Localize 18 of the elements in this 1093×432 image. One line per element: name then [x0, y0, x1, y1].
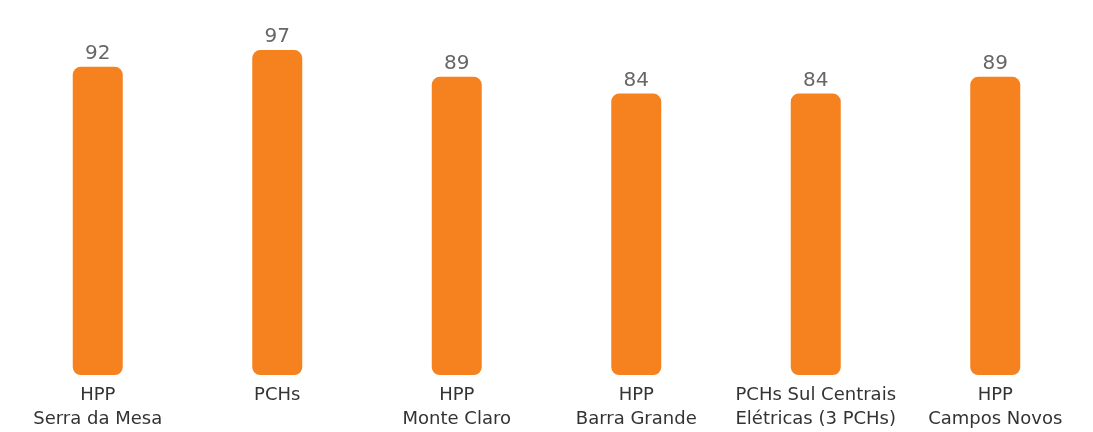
bar	[790, 93, 841, 375]
x-tick-label: HPP Serra da Mesa	[33, 382, 163, 428]
x-tick-label: PCHs Sul Centrais Elétricas (3 PCHs)	[735, 382, 897, 428]
bar	[431, 76, 482, 375]
data-label: 84	[803, 66, 829, 91]
data-label: 89	[444, 49, 470, 74]
x-tick-label: HPP Campos Novos	[928, 382, 1063, 428]
x-tick-label: HPP Barra Grande	[575, 382, 697, 428]
bar	[970, 76, 1021, 375]
data-label: 89	[982, 49, 1008, 74]
x-tick-label: HPP Monte Claro	[402, 382, 511, 428]
bar	[72, 66, 123, 375]
data-label: 92	[85, 39, 111, 64]
data-label: 84	[623, 66, 649, 91]
data-label: 97	[264, 23, 290, 48]
x-tick-label: PCHs	[254, 382, 301, 404]
bar	[611, 93, 662, 375]
bar	[252, 50, 303, 375]
